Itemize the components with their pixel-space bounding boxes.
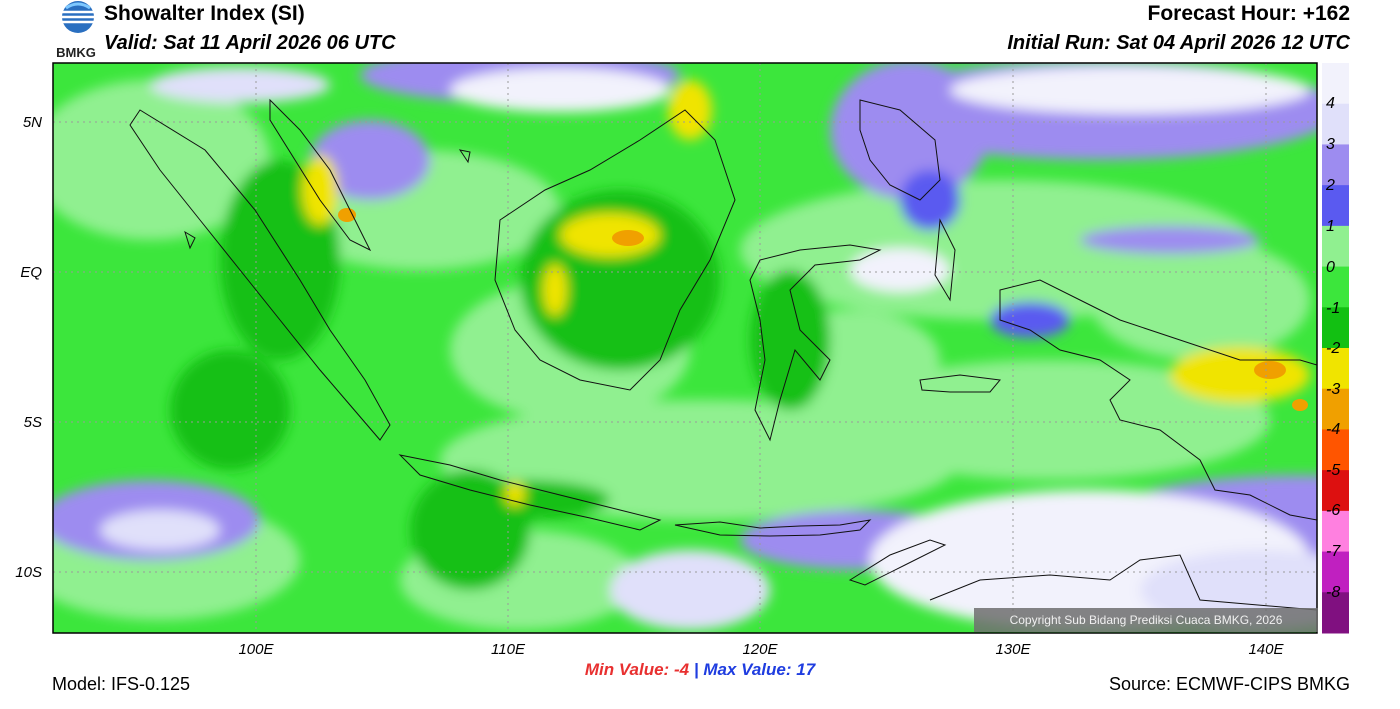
colorbar-label: -4 <box>1326 421 1341 438</box>
model-info: Model: IFS-0.125 <box>52 674 191 694</box>
colorbar-swatch <box>1322 225 1349 268</box>
min-value: -4 <box>673 660 690 679</box>
colorbar-swatch <box>1322 103 1349 145</box>
bmkg-logo: BMKG <box>56 1 96 60</box>
map-field <box>53 63 1317 633</box>
chart-title: Showalter Index (SI) <box>104 2 305 25</box>
colorbar-label: 2 <box>1326 177 1335 194</box>
lon-label: 130E <box>995 641 1031 658</box>
source-info: Source: ECMWF-CIPS BMKG <box>1108 674 1350 694</box>
max-value: 17 <box>796 660 816 679</box>
max-label: Max Value: <box>703 660 792 679</box>
lat-label: 5S <box>23 414 42 431</box>
colorbar-label: -5 <box>1326 462 1341 479</box>
colorbar-swatch <box>1322 429 1349 471</box>
map-frame <box>52 62 1318 634</box>
lon-label: 120E <box>742 641 778 658</box>
colorbar-label: -3 <box>1326 381 1341 398</box>
min-label: Min Value: <box>584 660 670 679</box>
colorbar-label: 4 <box>1326 95 1335 112</box>
colorbar-label: 1 <box>1326 218 1335 235</box>
lat-label: 5N <box>22 114 42 131</box>
colorbar-label: -8 <box>1326 584 1341 601</box>
colorbar <box>1322 63 1349 634</box>
lon-label: 110E <box>491 641 525 658</box>
colorbar-swatch <box>1322 348 1349 390</box>
min-max-values: Min Value: -4 | Max Value: 17 <box>0 660 1400 680</box>
colorbar-label: -6 <box>1326 502 1341 519</box>
initial-run: Initial Run: Sat 04 April 2026 12 UTC <box>1007 32 1350 54</box>
copyright-notice: Copyright Sub Bidang Prediksi Cuaca BMKG… <box>974 608 1318 632</box>
lat-label: 10S <box>15 564 42 581</box>
separator: | <box>693 660 699 679</box>
colorbar-label: 3 <box>1326 136 1335 153</box>
colorbar-label: 0 <box>1326 259 1335 276</box>
colorbar-swatch <box>1322 266 1349 308</box>
map-grid <box>53 63 1317 633</box>
forecast-hour: Forecast Hour: +162 <box>1147 2 1351 25</box>
lat-label: EQ <box>20 264 42 281</box>
lon-label: 100E <box>238 641 274 658</box>
colorbar-swatch <box>1322 510 1349 553</box>
colorbar-swatch <box>1322 63 1349 105</box>
logo-text: BMKG <box>56 45 96 60</box>
colorbar-swatch <box>1322 470 1349 512</box>
colorbar-swatch <box>1322 144 1349 186</box>
valid-time: Valid: Sat 11 April 2026 06 UTC <box>104 32 396 54</box>
colorbar-swatch <box>1322 307 1349 349</box>
colorbar-swatch <box>1322 592 1349 634</box>
colorbar-swatch <box>1322 185 1349 227</box>
lon-label: 140E <box>1248 641 1284 658</box>
coastlines <box>129 98 1317 611</box>
colorbar-label: -1 <box>1326 300 1341 317</box>
colorbar-label: -7 <box>1326 543 1341 560</box>
colorbar-swatch <box>1322 388 1349 430</box>
colorbar-swatch <box>1322 551 1349 593</box>
colorbar-label: -2 <box>1326 340 1341 357</box>
